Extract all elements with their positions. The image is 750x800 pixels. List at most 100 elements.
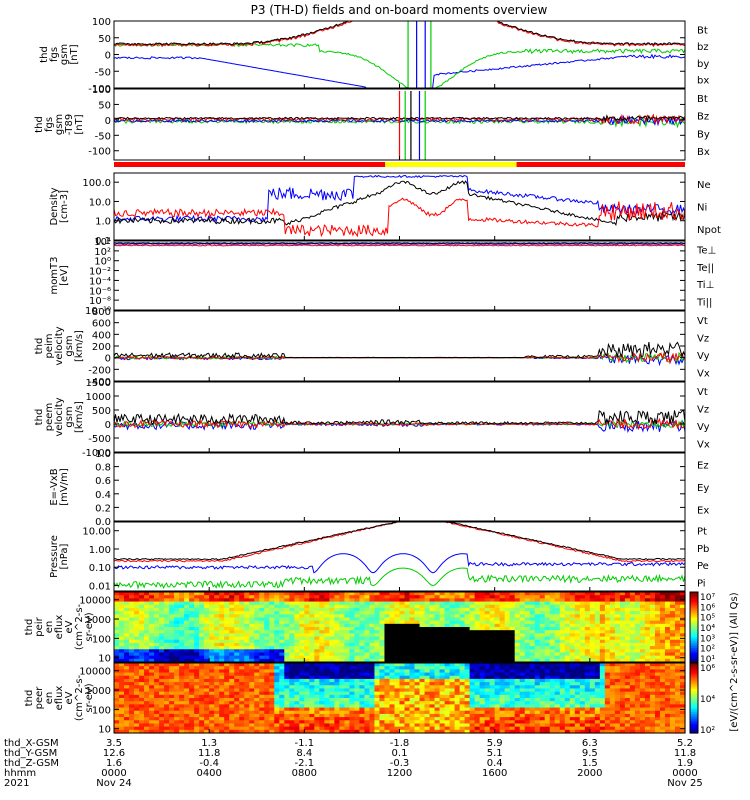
heat-cell [179,649,185,654]
heat-cell [369,710,376,715]
heat-cell [614,685,621,690]
heat-cell [149,655,155,660]
heat-cell [494,666,501,670]
heat-cell [259,723,265,728]
heat-cell [234,636,240,641]
heat-cell [194,652,200,657]
heat-cell [429,601,436,606]
heat-cell [599,685,606,690]
heat-cell [289,655,295,660]
heat-cell [679,614,686,619]
heat-cell [634,672,641,677]
heat-cell [579,717,586,721]
heat-cell [439,685,446,690]
heat-cell [634,717,641,721]
heat-cell [419,607,426,612]
heat-cell [634,685,641,690]
heat-cell [364,682,371,686]
heat-cell [659,614,666,619]
heat-cell [654,666,661,670]
heat-cell [224,617,230,622]
heat-cell [354,604,361,609]
heat-cell [569,595,576,599]
heat-cell [429,669,436,674]
heat-cell [429,666,436,670]
heat-cell [334,672,340,677]
heat-cell [384,633,391,638]
heat-cell [169,723,175,728]
heat-cell [329,646,335,650]
heat-cell [624,717,631,721]
heat-cell [509,598,516,603]
heat-cell [614,646,621,650]
heat-cell [504,633,511,638]
heat-cell [494,678,501,683]
heat-cell [664,672,671,677]
heat-cell [254,723,260,728]
heat-cell [609,713,616,718]
heat-cell [564,604,571,609]
heat-cell [569,663,576,667]
heat-cell [509,694,516,699]
heat-cell [634,636,641,641]
heat-cell [494,655,501,660]
heat-cell [674,630,681,634]
heat-cell [214,726,220,731]
heat-cell [199,717,205,721]
heat-cell [224,726,230,731]
heat-cell [209,729,215,734]
heat-cell [309,698,315,702]
heat-cell [444,614,451,619]
heat-cell [419,685,426,690]
heat-cell [259,598,265,603]
heat-cell [544,678,551,683]
heat-cell [624,611,631,615]
heat-cell [554,688,561,693]
heat-cell [119,630,125,634]
heat-cell [444,710,451,715]
heat-cell [319,726,325,731]
heat-cell [239,717,245,721]
heat-cell [534,611,541,615]
heat-cell [419,710,426,715]
heat-cell [249,682,255,686]
heat-cell [184,614,190,619]
heat-cell [384,614,391,619]
heat-cell [424,688,431,693]
heat-cell [419,623,426,628]
heat-cell [134,682,140,686]
heat-cell [584,639,591,644]
heat-cell [454,701,461,705]
heat-cell [429,688,436,693]
heat-cell [444,729,451,734]
heat-cell [474,685,481,690]
heat-cell [364,726,371,731]
heat-cell [364,614,371,619]
heat-cell [674,675,681,680]
heat-cell [439,639,446,644]
heat-cell [649,701,656,705]
heat-cell [294,704,300,709]
heat-cell [499,729,506,734]
heat-cell [549,623,556,628]
heat-cell [194,707,200,712]
heat-cell [524,646,531,650]
heat-cell [279,639,285,644]
heat-cell [529,688,536,693]
heat-cell [584,617,591,622]
heat-cell [584,685,591,690]
heat-cell [509,682,516,686]
heat-cell [564,652,571,657]
heat-cell [394,666,401,670]
heat-cell [344,678,351,683]
heat-cell [454,620,461,625]
heat-cell [214,642,220,647]
heat-cell [174,713,180,718]
heat-cell [414,669,421,674]
heat-cell [459,633,466,638]
heat-cell [619,698,626,702]
heat-cell [404,723,411,728]
heat-cell [639,614,646,619]
heat-cell [179,698,185,702]
heat-cell [224,642,230,647]
